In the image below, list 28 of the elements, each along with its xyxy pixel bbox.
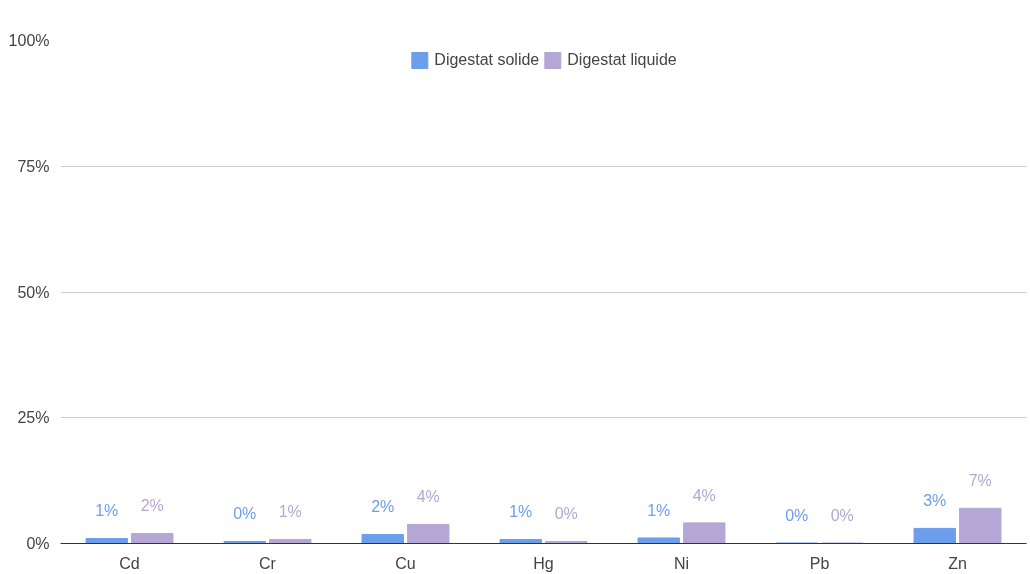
y-tick-label: 75%	[17, 157, 50, 175]
data-label: 7%	[968, 472, 992, 490]
y-tick-label: 0%	[26, 535, 50, 552]
data-label: 2%	[140, 497, 164, 515]
data-label: 4%	[692, 486, 716, 504]
x-tick-label: Cd	[119, 554, 140, 572]
data-label: 0%	[785, 506, 809, 524]
data-label: 0%	[830, 506, 854, 524]
x-tick-label: Ni	[673, 554, 690, 572]
data-label: 0%	[554, 505, 578, 523]
x-tick-label: Hg	[533, 554, 554, 572]
y-tick-label: 100%	[8, 32, 50, 49]
x-tick-label: Cu	[395, 554, 416, 572]
legend-label: Digestat liquide	[567, 51, 677, 69]
legend-label: Digestat solide	[434, 51, 540, 69]
y-tick-label: 50%	[17, 283, 50, 301]
x-tick-label: Pb	[809, 554, 830, 572]
data-label: 4%	[416, 488, 440, 506]
x-tick-label: Zn	[948, 554, 967, 572]
y-tick-label: 25%	[17, 409, 50, 427]
x-tick-label: Cr	[259, 554, 277, 572]
data-label: 1%	[647, 501, 671, 519]
data-label: 0%	[233, 505, 257, 523]
data-label: 3%	[923, 492, 947, 510]
data-label: 1%	[509, 503, 533, 521]
data-label: 1%	[95, 502, 119, 520]
data-label: 2%	[371, 498, 395, 516]
data-label: 1%	[278, 503, 302, 521]
